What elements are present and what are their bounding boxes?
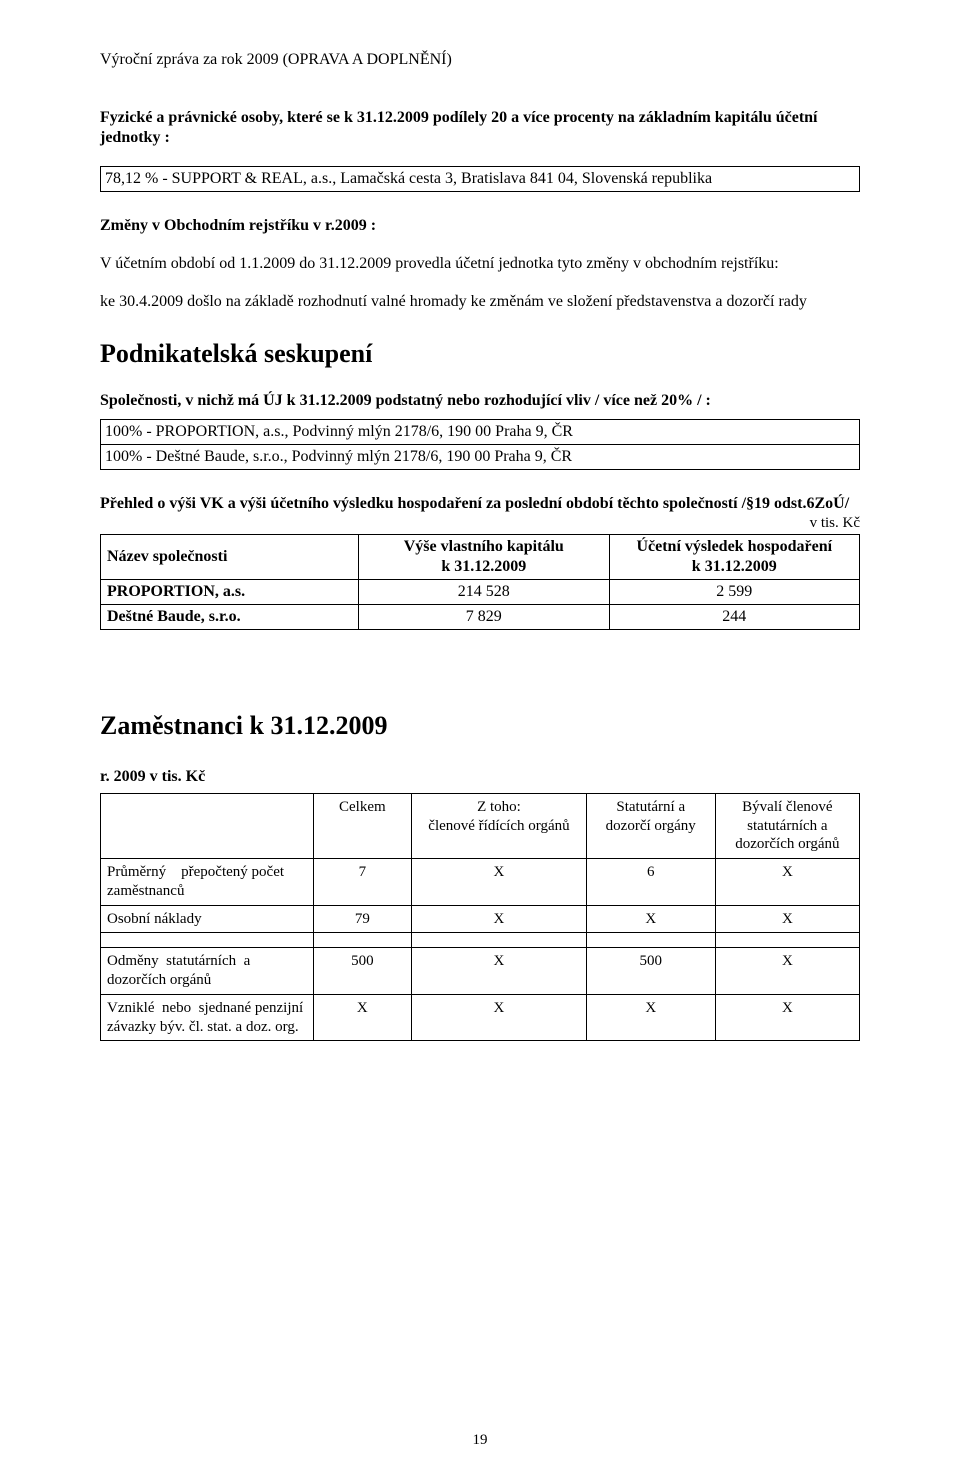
document-page: Výroční zpráva za rok 2009 (OPRAVA A DOP… <box>0 0 960 1478</box>
result-cell: 244 <box>609 605 859 630</box>
overview-table: Název společnosti Výše vlastního kapitál… <box>100 534 860 630</box>
document-header: Výroční zpráva za rok 2009 (OPRAVA A DOP… <box>100 50 860 70</box>
result-cell: 2 599 <box>609 580 859 605</box>
col-header-text: Statutární a <box>616 799 685 815</box>
employees-table: Celkem Z toho: členové řídících orgánů S… <box>100 793 860 1042</box>
value-cell: 500 <box>313 948 412 995</box>
changes-p2: ke 30.4.2009 došlo na základě rozhodnutí… <box>100 292 860 312</box>
section-group-heading: Podnikatelská seskupení <box>100 338 860 371</box>
col-header-text: členové řídících orgánů <box>428 818 569 834</box>
value-cell: 79 <box>313 905 412 933</box>
row-label-cell: Průměrný přepočtený počet zaměstnanců <box>101 859 314 906</box>
value-cell: X <box>412 859 587 906</box>
value-cell: 7 <box>313 859 412 906</box>
section-changes-title: Změny v Obchodním rejstříku v r.2009 : <box>100 216 860 236</box>
col-header-text: dozorčí orgány <box>606 818 696 834</box>
table-row: Deštné Baude, s.r.o. 7 829 244 <box>101 605 860 630</box>
value-cell: X <box>715 994 859 1041</box>
col-header: Z toho: členové řídících orgánů <box>412 793 587 858</box>
value-cell: X <box>313 994 412 1041</box>
table-row: Osobní náklady 79 X X X <box>101 905 860 933</box>
col-header: Celkem <box>313 793 412 858</box>
vk-cell: 214 528 <box>359 580 609 605</box>
col-header: Název společnosti <box>101 535 359 580</box>
table-row: Celkem Z toho: členové řídících orgánů S… <box>101 793 860 858</box>
value-cell: X <box>412 948 587 995</box>
overview-unit: v tis. Kč <box>100 514 860 533</box>
overview-title: Přehled o výši VK a výši účetního výsled… <box>100 494 860 514</box>
col-header-text: k 31.12.2009 <box>692 558 777 575</box>
table-row: Průměrný přepočtený počet zaměstnanců 7 … <box>101 859 860 906</box>
col-header <box>101 793 314 858</box>
col-header: Účetní výsledek hospodaření k 31.12.2009 <box>609 535 859 580</box>
row-label-cell: Osobní náklady <box>101 905 314 933</box>
group-subtitle: Společnosti, v nichž má ÚJ k 31.12.2009 … <box>100 391 860 411</box>
col-header-text: k 31.12.2009 <box>441 558 526 575</box>
table-gap-row <box>101 933 860 948</box>
shareholders-table: 78,12 % - SUPPORT & REAL, a.s., Lamačská… <box>100 166 860 192</box>
table-row: Vzniklé nebo sjednané penzijní závazky b… <box>101 994 860 1041</box>
value-cell: X <box>586 905 715 933</box>
value-cell: X <box>715 905 859 933</box>
company-name-cell: PROPORTION, a.s. <box>101 580 359 605</box>
col-header: Výše vlastního kapitálu k 31.12.2009 <box>359 535 609 580</box>
table-row: PROPORTION, a.s. 214 528 2 599 <box>101 580 860 605</box>
value-cell: 500 <box>586 948 715 995</box>
col-header: Bývalí členové statutárních a dozorčích … <box>715 793 859 858</box>
company-name-cell: Deštné Baude, s.r.o. <box>101 605 359 630</box>
col-header: Statutární a dozorčí orgány <box>586 793 715 858</box>
value-cell: X <box>586 994 715 1041</box>
col-header-text: Účetní výsledek hospodaření <box>636 538 832 555</box>
changes-p1: V účetním období od 1.1.2009 do 31.12.20… <box>100 254 860 274</box>
group-company-row: 100% - PROPORTION, a.s., Podvinný mlýn 2… <box>101 419 860 444</box>
value-cell: X <box>412 905 587 933</box>
page-number: 19 <box>0 1431 960 1450</box>
row-label-cell: Odměny statutárních a dozorčích orgánů <box>101 948 314 995</box>
employees-subtitle: r. 2009 v tis. Kč <box>100 767 860 787</box>
section-shareholders-title: Fyzické a právnické osoby, které se k 31… <box>100 108 860 148</box>
col-header-text: Bývalí členové <box>742 799 832 815</box>
group-companies-table: 100% - PROPORTION, a.s., Podvinný mlýn 2… <box>100 419 860 470</box>
vk-cell: 7 829 <box>359 605 609 630</box>
col-header-text: Z toho: <box>477 799 521 815</box>
value-cell: X <box>715 948 859 995</box>
table-row: Odměny statutárních a dozorčích orgánů 5… <box>101 948 860 995</box>
value-cell: 6 <box>586 859 715 906</box>
value-cell: X <box>412 994 587 1041</box>
section-employees-heading: Zaměstnanci k 31.12.2009 <box>100 710 860 743</box>
col-header-text: Výše vlastního kapitálu <box>404 538 564 555</box>
shareholder-row: 78,12 % - SUPPORT & REAL, a.s., Lamačská… <box>101 167 860 192</box>
table-row: Název společnosti Výše vlastního kapitál… <box>101 535 860 580</box>
col-header-text: statutárních a <box>747 818 827 834</box>
row-label-cell: Vzniklé nebo sjednané penzijní závazky b… <box>101 994 314 1041</box>
col-header-text: dozorčích orgánů <box>735 836 839 852</box>
value-cell: X <box>715 859 859 906</box>
group-company-row: 100% - Deštné Baude, s.r.o., Podvinný ml… <box>101 444 860 469</box>
